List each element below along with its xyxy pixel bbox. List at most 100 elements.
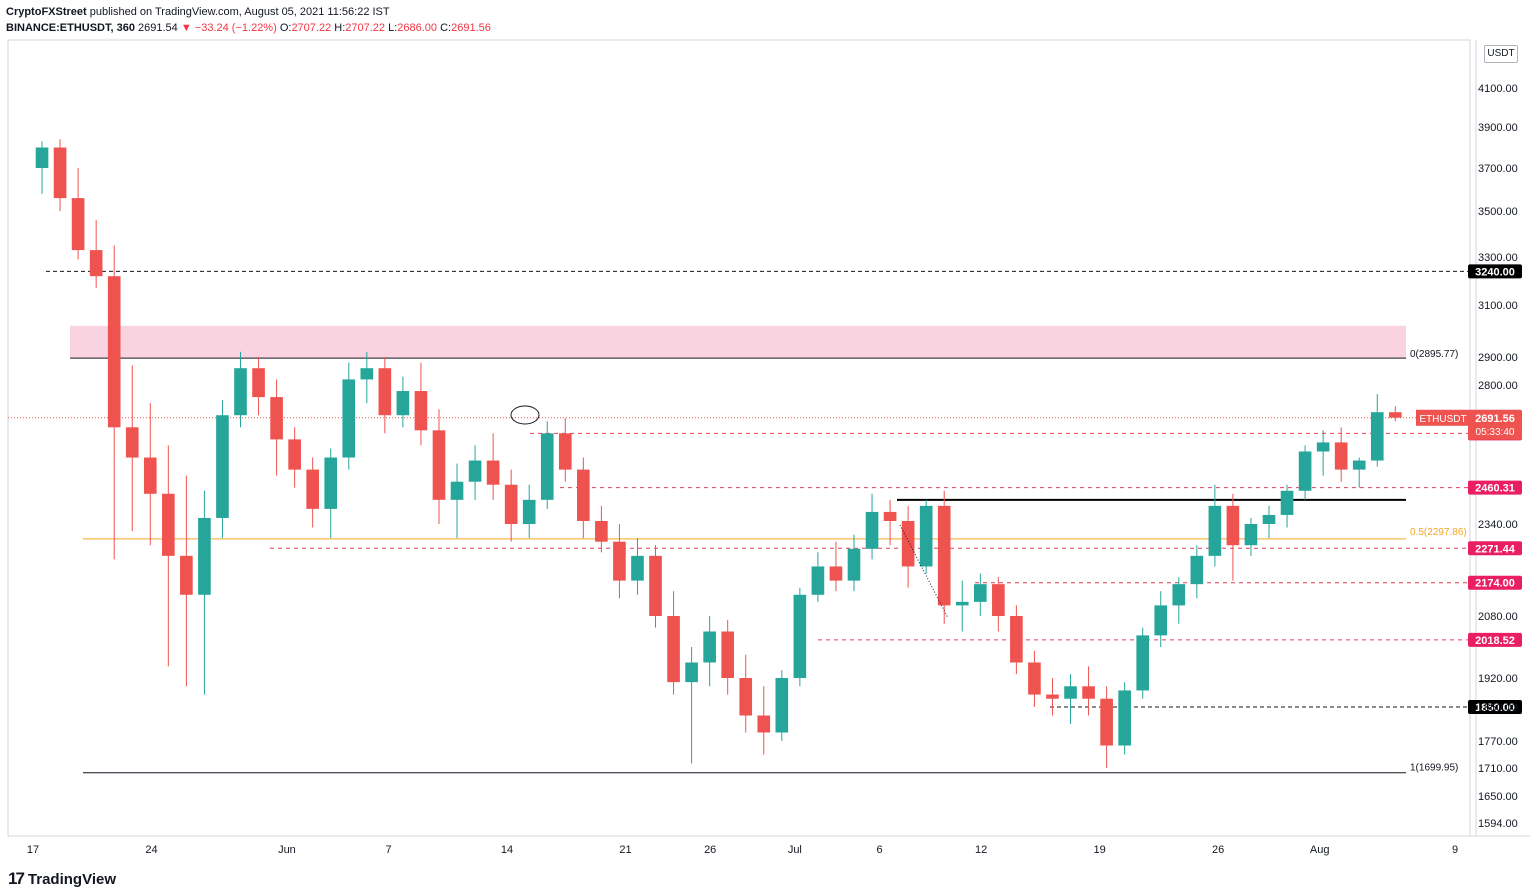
highlight-circle — [510, 405, 540, 425]
candle-body-64 — [1190, 555, 1204, 585]
symbol-label[interactable]: BINANCE:ETHUSDT, 360 — [6, 22, 135, 34]
low-label: L: — [388, 22, 398, 34]
level-label-2: 2460.31 — [1475, 483, 1515, 495]
brand-name: TradingView — [27, 870, 117, 888]
x-tick-label-10: 19 — [1093, 844, 1105, 856]
candle-body-31 — [595, 520, 608, 542]
candle-body-73 — [1352, 460, 1366, 470]
candle-body-29 — [558, 433, 572, 470]
candle-body-20 — [396, 391, 410, 416]
high-value: 2707.22 — [345, 22, 386, 34]
symbol-info: BINANCE:ETHUSDT, 360 2691.54 ▼ −33.24 (−… — [6, 20, 491, 36]
y-tick-label-7: 2800.00 — [1478, 380, 1518, 392]
candle-body-16 — [324, 457, 338, 509]
candle-body-55 — [1028, 662, 1041, 695]
fib-1-label: 1(1699.95) — [1410, 763, 1458, 774]
candle-body-47 — [883, 511, 897, 521]
level-label-box-6 — [1468, 700, 1522, 714]
level-label-box-2 — [1468, 480, 1522, 495]
y-tick-label-4: 3300.00 — [1478, 252, 1518, 264]
candle-body-40 — [757, 715, 771, 733]
candle-body-22 — [432, 430, 446, 500]
candle-body-49 — [919, 505, 933, 567]
level-label-box-3 — [1468, 541, 1522, 556]
candle-body-11 — [234, 368, 247, 416]
y-tick-label-3: 3500.00 — [1478, 206, 1518, 218]
tradingview-logo[interactable]: 17 TradingView — [8, 869, 116, 889]
candle-body-43 — [811, 566, 825, 595]
tradingview-logo-icon: 17 — [8, 869, 25, 888]
candle-body-53 — [992, 584, 1005, 616]
candle-body-61 — [1136, 635, 1150, 691]
candle-body-42 — [793, 594, 807, 678]
candle-body-72 — [1334, 442, 1348, 470]
candle-body-52 — [973, 584, 987, 602]
candle-body-62 — [1154, 605, 1168, 636]
candle-body-23 — [450, 481, 464, 500]
candle-body-13 — [270, 397, 283, 440]
candle-body-33 — [631, 555, 644, 581]
current-price-box — [1468, 409, 1522, 440]
candle-body-5 — [125, 427, 139, 458]
level-label-box-4 — [1468, 575, 1522, 590]
candle-body-18 — [360, 368, 374, 380]
candle-body-39 — [739, 678, 753, 716]
open-label: O: — [279, 22, 292, 34]
candle-body-66 — [1226, 505, 1240, 546]
current-symbol-box — [1416, 409, 1470, 426]
level-label-6: 1850.00 — [1475, 702, 1515, 714]
level-label-0: 3240.00 — [1475, 266, 1515, 278]
y-tick-label-1: 3900.00 — [1478, 122, 1518, 134]
current-countdown-label: 05:33:40 — [1476, 427, 1515, 438]
candle-body-45 — [847, 548, 861, 581]
resistance-zone — [70, 325, 1406, 359]
dotted-trend-line — [899, 524, 949, 619]
high-label: H: — [334, 22, 346, 34]
candle-body-63 — [1172, 584, 1186, 606]
x-tick-label-2: Jun — [278, 844, 296, 856]
candle-body-28 — [540, 433, 554, 500]
y-tick-label-10: 1920.00 — [1478, 673, 1518, 685]
x-tick-label-12: Aug — [1310, 844, 1330, 856]
candle-body-48 — [901, 520, 915, 567]
candle-body-70 — [1298, 451, 1312, 491]
candle-body-35 — [667, 616, 680, 683]
current-price-label: 2691.56 — [1475, 413, 1515, 425]
y-tick-label-15: 1594.00 — [1478, 818, 1518, 830]
candle-body-60 — [1118, 690, 1131, 746]
candle-body-50 — [937, 505, 951, 606]
candle-body-38 — [721, 631, 735, 678]
candle-body-74 — [1370, 412, 1384, 461]
candle-body-30 — [577, 469, 590, 521]
candle-body-67 — [1244, 524, 1258, 546]
candle-body-71 — [1316, 442, 1330, 452]
current-symbol-label: ETHUSDT — [1419, 414, 1466, 425]
y-tick-label-9: 2080.00 — [1478, 611, 1518, 623]
candle-body-7 — [162, 493, 175, 556]
candle-body-21 — [414, 391, 428, 431]
low-value: 2686.00 — [397, 22, 438, 34]
y-tick-label-12: 1770.00 — [1478, 736, 1518, 748]
candle-body-17 — [342, 379, 356, 458]
x-tick-label-9: 12 — [975, 844, 987, 856]
candle-body-14 — [288, 439, 301, 470]
publisher-name[interactable]: CryptoFXStreet — [6, 6, 87, 18]
level-label-4: 2174.00 — [1475, 578, 1515, 590]
candle-body-26 — [504, 484, 518, 524]
candle-body-9 — [198, 517, 211, 595]
currency-label[interactable]: USDT — [1484, 45, 1518, 63]
candle-body-32 — [613, 541, 626, 581]
x-tick-label-1: 24 — [145, 844, 157, 856]
level-label-3: 2271.44 — [1475, 543, 1516, 555]
y-tick-label-6: 2900.00 — [1478, 352, 1518, 364]
level-label-box-5 — [1468, 632, 1522, 647]
y-tick-label-13: 1710.00 — [1478, 763, 1518, 775]
candle-body-69 — [1280, 490, 1294, 515]
x-tick-label-8: 6 — [876, 844, 882, 856]
publish-info: CryptoFXStreet published on TradingView.… — [6, 4, 491, 20]
candle-body-3 — [89, 250, 103, 277]
y-tick-label-5: 3100.00 — [1478, 300, 1518, 312]
close-label: C: — [440, 22, 452, 34]
candle-body-19 — [378, 368, 392, 416]
